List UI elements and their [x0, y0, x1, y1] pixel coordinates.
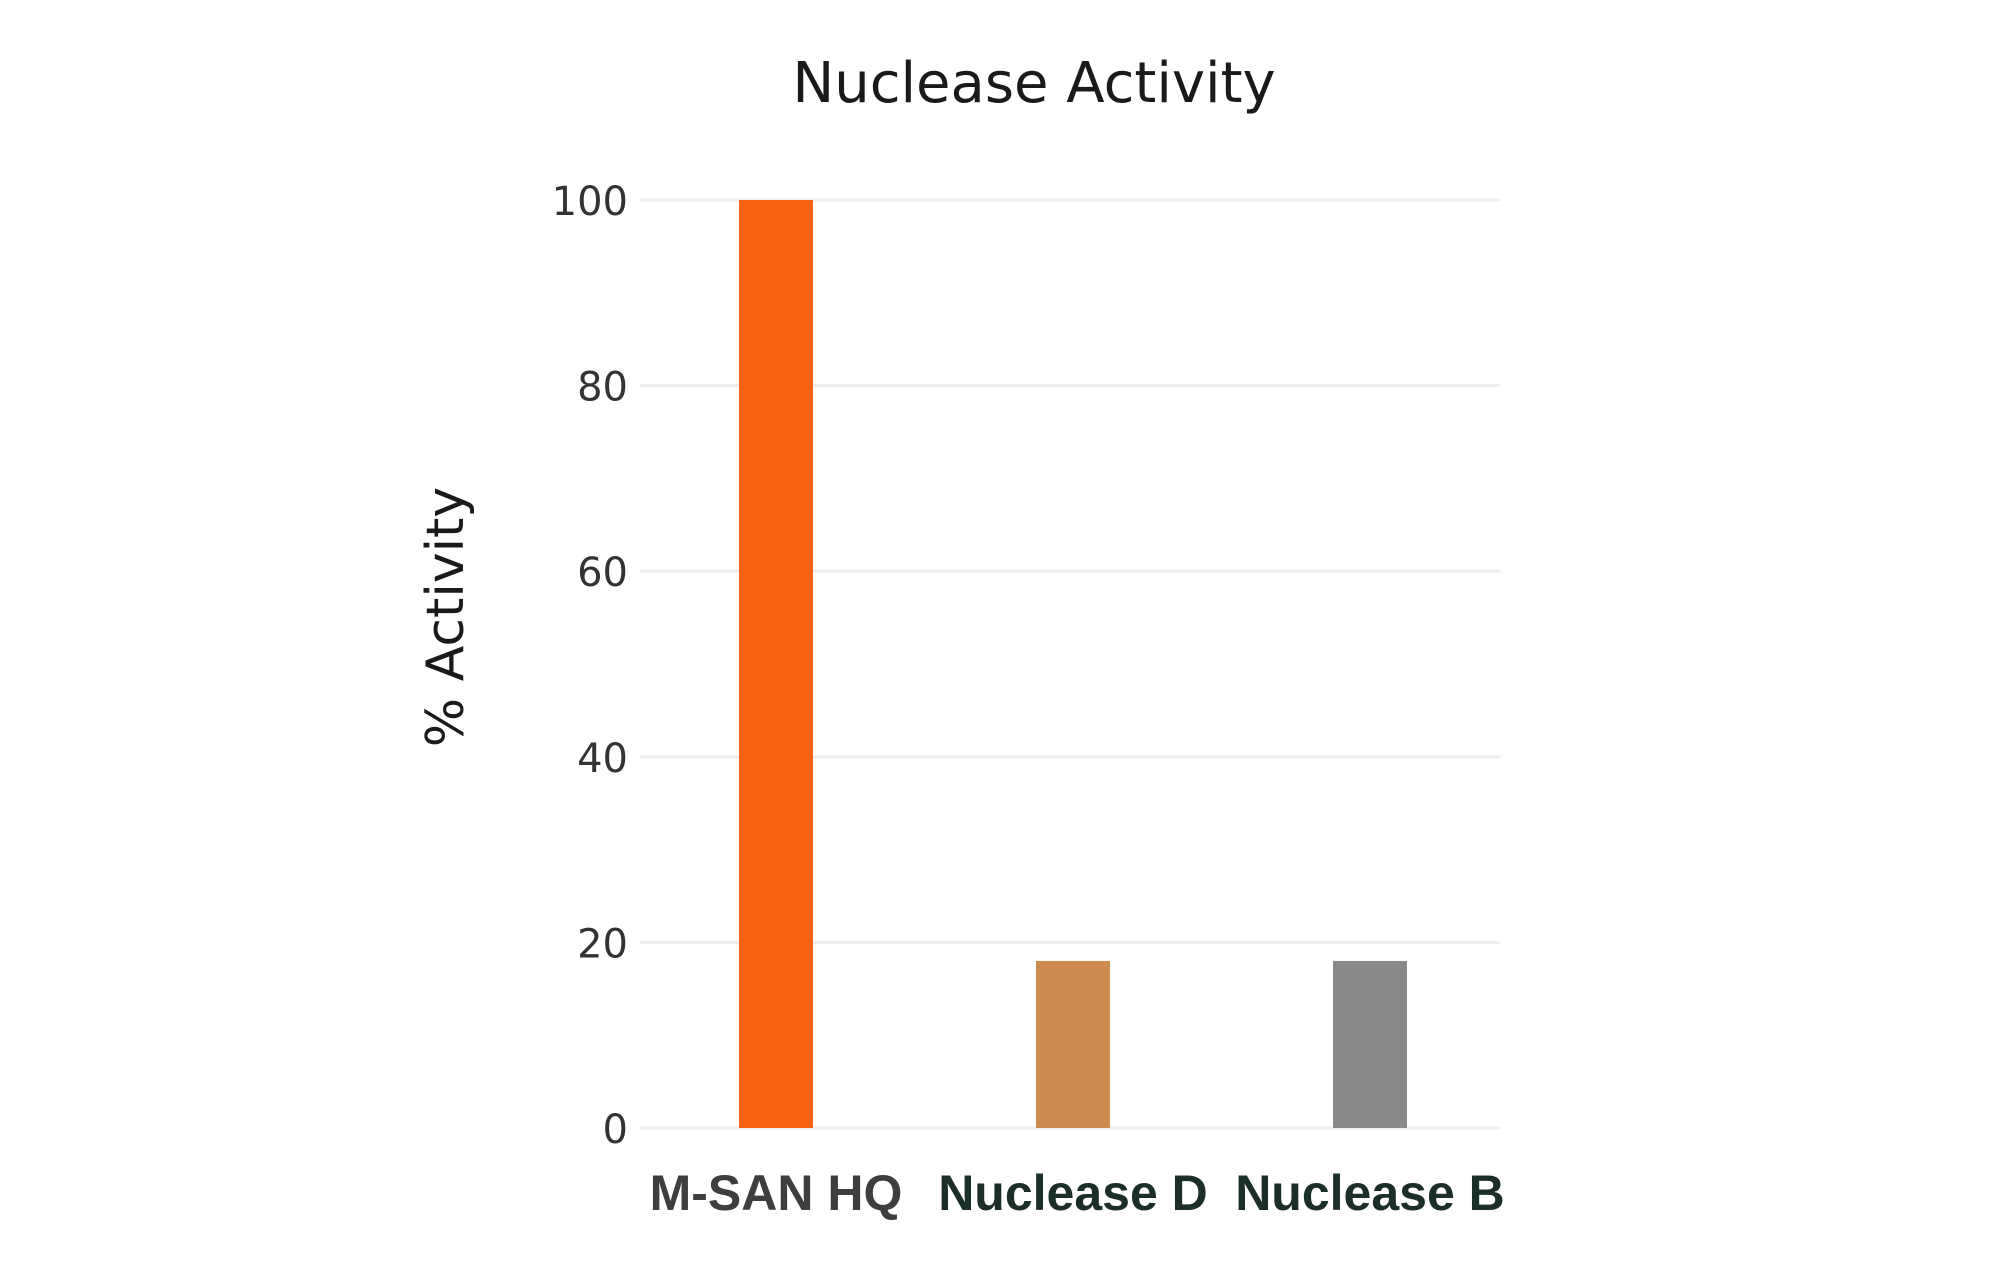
x-tick-labels: M-SAN HQ Nuclease D Nuclease B: [650, 1165, 1505, 1221]
bar-nuclease-d: [1036, 960, 1110, 1128]
y-tick-labels: 0 20 40 60 80 100: [552, 179, 628, 1153]
bars: [739, 200, 1407, 1128]
y-axis-label: % Activity: [416, 487, 476, 747]
y-tick-label-80: 80: [577, 365, 628, 411]
x-tick-label-nuclease-d: Nuclease D: [938, 1165, 1208, 1221]
y-tick-label-20: 20: [577, 921, 628, 967]
y-tick-label-100: 100: [552, 179, 628, 225]
x-tick-label-m-san-hq: M-SAN HQ: [650, 1165, 903, 1221]
bar-m-san-hq: [739, 200, 813, 1128]
x-tick-label-nuclease-b: Nuclease B: [1235, 1165, 1505, 1221]
chart-title: Nuclease Activity: [792, 51, 1275, 116]
y-tick-label-0: 0: [603, 1107, 628, 1153]
bar-nuclease-b: [1333, 960, 1407, 1128]
y-tick-label-60: 60: [577, 550, 628, 596]
y-tick-label-40: 40: [577, 736, 628, 782]
